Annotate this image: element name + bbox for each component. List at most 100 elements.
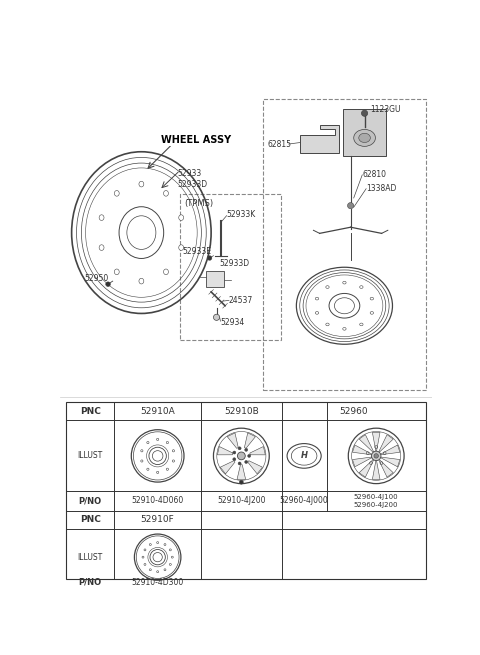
Polygon shape — [300, 125, 339, 153]
Circle shape — [372, 451, 381, 460]
Polygon shape — [250, 447, 265, 455]
Circle shape — [156, 438, 159, 441]
Text: 52933D: 52933D — [219, 259, 249, 268]
Ellipse shape — [99, 245, 104, 250]
Text: 52910F: 52910F — [141, 515, 175, 524]
Circle shape — [156, 472, 159, 474]
Text: (TPMS): (TPMS) — [184, 199, 213, 208]
Text: 52910-4J200: 52910-4J200 — [217, 496, 265, 506]
Text: 52960: 52960 — [339, 407, 368, 416]
Text: 52910A: 52910A — [140, 407, 175, 416]
Circle shape — [233, 451, 236, 454]
Ellipse shape — [360, 323, 363, 326]
Polygon shape — [237, 465, 246, 479]
Circle shape — [361, 110, 368, 117]
Text: 52933
52933D: 52933 52933D — [178, 169, 208, 189]
Circle shape — [106, 282, 110, 286]
Ellipse shape — [359, 133, 371, 143]
Polygon shape — [217, 447, 233, 455]
Ellipse shape — [343, 281, 346, 284]
Polygon shape — [359, 435, 374, 453]
Bar — [180, 194, 281, 341]
Polygon shape — [352, 445, 372, 455]
Circle shape — [233, 458, 236, 460]
Circle shape — [238, 462, 241, 465]
Polygon shape — [244, 433, 255, 448]
Circle shape — [141, 450, 143, 452]
Ellipse shape — [343, 328, 346, 330]
Ellipse shape — [326, 286, 329, 288]
Bar — [206, 271, 224, 286]
Circle shape — [238, 452, 245, 460]
Circle shape — [166, 441, 168, 443]
Circle shape — [147, 441, 149, 443]
Text: 52933E: 52933E — [182, 248, 212, 256]
Polygon shape — [381, 445, 400, 455]
Text: H: H — [300, 451, 308, 460]
Ellipse shape — [179, 245, 184, 250]
Ellipse shape — [326, 323, 329, 326]
Polygon shape — [248, 460, 263, 474]
Polygon shape — [359, 460, 374, 477]
Circle shape — [144, 549, 146, 551]
Ellipse shape — [139, 181, 144, 187]
Text: 52933K: 52933K — [227, 210, 256, 219]
Ellipse shape — [139, 278, 144, 284]
Text: 52934: 52934 — [220, 318, 245, 328]
Text: PNC: PNC — [80, 515, 101, 524]
Text: P/NO: P/NO — [79, 578, 102, 587]
Circle shape — [214, 314, 220, 320]
Text: 1338AD: 1338AD — [366, 184, 396, 193]
Bar — [66, 402, 426, 579]
Ellipse shape — [164, 191, 168, 196]
Circle shape — [238, 447, 241, 450]
Polygon shape — [227, 433, 238, 448]
Ellipse shape — [114, 191, 119, 196]
Circle shape — [164, 544, 166, 546]
Circle shape — [245, 448, 248, 451]
Polygon shape — [381, 457, 400, 467]
Circle shape — [374, 454, 378, 458]
Text: WHEEL ASSY: WHEEL ASSY — [161, 135, 231, 145]
Circle shape — [207, 255, 212, 260]
Circle shape — [169, 563, 171, 565]
Polygon shape — [372, 460, 380, 479]
Text: 52950: 52950 — [85, 274, 109, 284]
Ellipse shape — [179, 215, 184, 221]
Circle shape — [248, 455, 251, 457]
Polygon shape — [352, 457, 372, 467]
Circle shape — [156, 542, 158, 544]
Text: 24537: 24537 — [229, 296, 253, 305]
Ellipse shape — [315, 312, 319, 314]
Ellipse shape — [360, 286, 363, 288]
Text: P/NO: P/NO — [79, 496, 102, 506]
Circle shape — [144, 563, 146, 565]
Ellipse shape — [99, 215, 104, 221]
Text: 52960-4J100
52960-4J200: 52960-4J100 52960-4J200 — [354, 494, 398, 508]
Circle shape — [171, 556, 173, 558]
Text: 52910B: 52910B — [224, 407, 259, 416]
Ellipse shape — [164, 269, 168, 274]
Circle shape — [142, 556, 144, 558]
Text: 1123GU: 1123GU — [370, 105, 400, 114]
Text: ILLUST: ILLUST — [78, 553, 103, 561]
Text: 52910-4D300: 52910-4D300 — [132, 578, 184, 587]
Text: 62815: 62815 — [268, 140, 292, 149]
Ellipse shape — [370, 297, 373, 300]
Text: 62810: 62810 — [362, 170, 386, 179]
Bar — [263, 100, 426, 390]
Text: PNC: PNC — [80, 407, 101, 416]
Circle shape — [147, 468, 149, 470]
Ellipse shape — [315, 297, 319, 300]
Circle shape — [172, 460, 175, 462]
Polygon shape — [220, 460, 235, 474]
Circle shape — [156, 571, 158, 572]
Circle shape — [240, 480, 243, 484]
Circle shape — [166, 468, 168, 470]
Ellipse shape — [370, 312, 373, 314]
Polygon shape — [372, 432, 380, 451]
Polygon shape — [379, 435, 393, 453]
Circle shape — [245, 460, 248, 464]
Ellipse shape — [354, 130, 375, 146]
Polygon shape — [379, 460, 393, 477]
